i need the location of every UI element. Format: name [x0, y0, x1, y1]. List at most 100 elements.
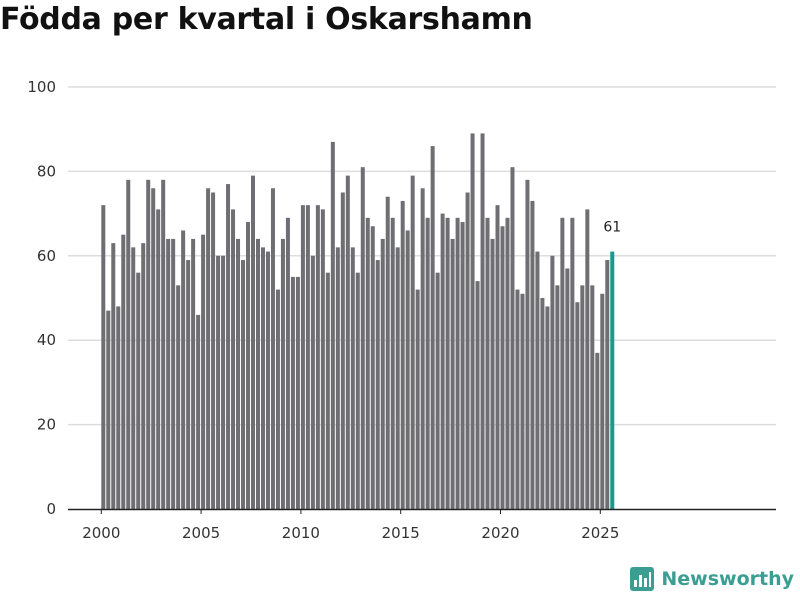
bar: [430, 146, 435, 509]
bar: [246, 222, 251, 510]
bar: [285, 217, 290, 509]
bar: [595, 352, 600, 509]
bar: [171, 238, 176, 510]
bar: [515, 289, 520, 509]
bar: [305, 205, 310, 509]
bar: [355, 272, 360, 509]
bar: [420, 188, 425, 509]
bar: [251, 175, 255, 509]
bar: [360, 167, 365, 509]
bar: [590, 285, 595, 509]
bar: [191, 238, 196, 510]
bar: [405, 230, 410, 510]
bar: [176, 285, 181, 509]
y-axis-labels: 0 20 40 60 80 100: [27, 78, 56, 518]
bar: [255, 238, 260, 510]
bar: [410, 175, 415, 509]
bar: [395, 247, 400, 510]
bar: [275, 289, 280, 509]
bar: [485, 217, 490, 509]
bar: [565, 268, 570, 509]
y-tick-label: 20: [37, 416, 56, 434]
bar: [520, 293, 525, 509]
brand-name: Newsworthy: [661, 568, 794, 590]
bar: [400, 200, 405, 509]
bar: [280, 238, 285, 510]
bar: [475, 281, 480, 509]
bar: [425, 217, 430, 509]
bar: [555, 285, 560, 509]
y-tick-label: 100: [27, 78, 56, 96]
bar: [530, 200, 535, 509]
bar: [580, 285, 585, 509]
bar: [141, 243, 146, 509]
chart-title: Födda per kvartal i Oskarshamn: [0, 2, 533, 37]
bar: [300, 205, 305, 509]
last-value-label: 61: [603, 220, 621, 236]
bar: [166, 238, 171, 510]
bar: [340, 192, 345, 509]
bar: [260, 247, 265, 510]
bar: [495, 205, 500, 509]
bar: [295, 276, 300, 509]
bar: [136, 272, 141, 509]
bar: [211, 192, 216, 509]
bar: [525, 179, 530, 509]
x-tick-label: 2015: [382, 524, 420, 542]
bar: [116, 306, 121, 509]
bar: [186, 260, 191, 509]
bar-highlight: [610, 251, 615, 509]
x-tick-label: 2010: [282, 524, 320, 542]
bar: [151, 188, 156, 509]
bar: [415, 289, 420, 509]
bar: [221, 255, 226, 509]
bar: [156, 209, 161, 509]
bar: [445, 217, 450, 509]
bar: [435, 272, 440, 509]
bar: [380, 238, 385, 510]
newsworthy-logo: Newsworthy: [629, 566, 794, 592]
bar: [231, 209, 236, 509]
bar: [315, 205, 320, 509]
x-axis: 2000 2005 2010 2015 2020 2025: [68, 508, 776, 542]
x-tick-label: 2005: [182, 524, 220, 542]
bar: [161, 179, 166, 509]
bar: [226, 184, 231, 509]
bar: [106, 310, 111, 509]
bar: [510, 167, 515, 509]
bar: [345, 175, 350, 509]
x-tick-label: 2020: [481, 524, 519, 542]
bar: [490, 238, 495, 510]
bar: [241, 260, 246, 509]
newsworthy-logo-icon: [630, 567, 655, 591]
bar: [480, 133, 485, 510]
bar: [325, 272, 330, 509]
annotations: 61: [603, 220, 621, 236]
bar: [111, 243, 116, 509]
bar: [455, 217, 460, 509]
y-tick-label: 40: [37, 331, 56, 349]
bar: [535, 251, 540, 509]
bar: [270, 188, 275, 509]
bar: [550, 255, 555, 509]
bar: [440, 213, 445, 509]
y-tick-label: 60: [37, 247, 56, 265]
bar: [335, 247, 340, 510]
bar: [505, 217, 510, 509]
bar: [545, 306, 550, 509]
bar: [605, 260, 610, 509]
x-tick-label: 2000: [82, 524, 120, 542]
y-tick-label: 0: [46, 500, 56, 518]
bar: [290, 276, 295, 509]
bar: [575, 302, 580, 509]
bars: [101, 133, 615, 510]
bar: [126, 179, 131, 509]
bar: [390, 217, 395, 509]
bar: [206, 188, 211, 509]
bar: [201, 234, 206, 509]
bar: [540, 298, 545, 509]
bar: [365, 217, 370, 509]
bar: [450, 238, 455, 510]
bar: [560, 217, 565, 509]
bar: [310, 255, 315, 509]
